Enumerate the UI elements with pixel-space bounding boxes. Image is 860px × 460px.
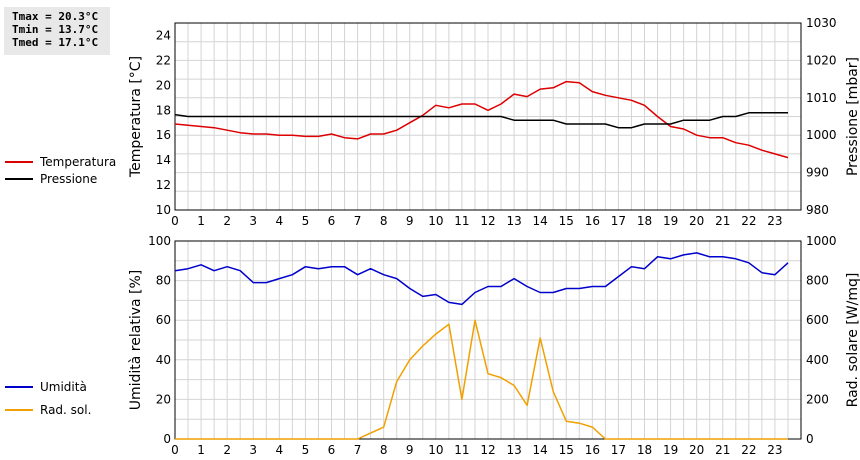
x-tick-label: 19 bbox=[663, 443, 678, 457]
x-tick-label: 14 bbox=[533, 214, 548, 228]
y-left-tick-label: 10 bbox=[156, 203, 171, 217]
y-left-tick-label: 22 bbox=[156, 53, 171, 67]
x-tick-label: 1 bbox=[197, 214, 205, 228]
x-tick-label: 5 bbox=[302, 214, 310, 228]
y-right-axis-label: Pressione [mbar] bbox=[845, 57, 860, 176]
y-left-tick-label: 12 bbox=[156, 178, 171, 192]
x-tick-label: 21 bbox=[715, 214, 730, 228]
y-right-tick-label: 800 bbox=[806, 274, 829, 288]
tmax-label: Tmax = 20.3°C bbox=[12, 10, 99, 23]
y-left-tick-label: 20 bbox=[156, 392, 171, 406]
x-tick-label: 18 bbox=[637, 214, 652, 228]
x-tick-label: 9 bbox=[406, 443, 414, 457]
y-left-tick-label: 100 bbox=[148, 234, 171, 248]
x-tick-label: 0 bbox=[171, 443, 179, 457]
x-tick-label: 20 bbox=[689, 214, 704, 228]
x-tick-label: 1 bbox=[197, 443, 205, 457]
y-left-tick-label: 16 bbox=[156, 128, 171, 142]
x-tick-label: 22 bbox=[741, 214, 756, 228]
y-right-tick-label: 1020 bbox=[806, 53, 837, 67]
x-tick-label: 8 bbox=[380, 214, 388, 228]
x-tick-label: 0 bbox=[171, 214, 179, 228]
legend-humidity-radiation: Umidità Rad. sol. bbox=[5, 380, 91, 417]
y-right-tick-label: 1000 bbox=[806, 234, 837, 248]
plot-frame bbox=[174, 240, 802, 440]
legend-temp-pressure: Temperatura Pressione bbox=[5, 155, 116, 186]
y-right-tick-label: 980 bbox=[806, 203, 829, 217]
y-left-axis-label: Temperatura [°C] bbox=[128, 56, 144, 178]
x-tick-label: 12 bbox=[480, 214, 495, 228]
y-right-tick-label: 1000 bbox=[806, 128, 837, 142]
x-tick-label: 17 bbox=[611, 443, 626, 457]
x-tick-label: 13 bbox=[506, 443, 521, 457]
y-right-tick-label: 400 bbox=[806, 353, 829, 367]
temperature-pressure-chart: 0 1 2 3 4 5 6 7 8 9 10 11 12 13 14 15 16 17 18 19 20 21 22 2310… bbox=[128, 16, 860, 228]
x-tick-label: 15 bbox=[559, 443, 574, 457]
y-left-tick-label: 14 bbox=[156, 153, 171, 167]
y-left-tick-label: 40 bbox=[156, 353, 171, 367]
x-tick-label: 23 bbox=[767, 443, 782, 457]
plot-frame bbox=[174, 22, 802, 211]
x-tick-label: 2 bbox=[223, 443, 231, 457]
y-left-tick-label: 18 bbox=[156, 103, 171, 117]
y-left-tick-label: 60 bbox=[156, 313, 171, 327]
y-right-tick-label: 1010 bbox=[806, 91, 837, 105]
x-tick-label: 16 bbox=[585, 214, 600, 228]
legend-radsol-label: Rad. sol. bbox=[40, 403, 91, 417]
y-left-tick-label: 0 bbox=[163, 432, 171, 446]
x-tick-label: 11 bbox=[454, 214, 469, 228]
x-tick-label: 18 bbox=[637, 443, 652, 457]
x-tick-label: 11 bbox=[454, 443, 469, 457]
x-tick-label: 15 bbox=[559, 214, 574, 228]
stats-box: Tmax = 20.3°C Tmin = 13.7°C Tmed = 17.1°… bbox=[4, 7, 110, 55]
legend-umidita-label: Umidità bbox=[40, 380, 87, 394]
legend-pressione-label: Pressione bbox=[40, 172, 97, 186]
series-line-umidit bbox=[174, 252, 789, 306]
tmed-label: Tmed = 17.1°C bbox=[12, 36, 99, 49]
x-tick-label: 3 bbox=[249, 214, 257, 228]
x-tick-label: 21 bbox=[715, 443, 730, 457]
x-tick-label: 3 bbox=[249, 443, 257, 457]
y-left-tick-label: 80 bbox=[156, 274, 171, 288]
x-tick-label: 17 bbox=[611, 214, 626, 228]
y-right-tick-label: 0 bbox=[806, 432, 814, 446]
y-left-tick-label: 20 bbox=[156, 78, 171, 92]
x-tick-label: 14 bbox=[533, 443, 548, 457]
x-tick-label: 7 bbox=[354, 443, 362, 457]
tmin-label: Tmin = 13.7°C bbox=[12, 23, 99, 36]
x-tick-label: 7 bbox=[354, 214, 362, 228]
x-tick-label: 20 bbox=[689, 443, 704, 457]
humidity-radiation-chart: 0 1 2 3 4 5 6 7 8 9 10 11 12 13 14 15 16 17 18 19 20 21 22 2302… bbox=[128, 234, 860, 457]
x-tick-label: 4 bbox=[276, 214, 284, 228]
x-tick-label: 8 bbox=[380, 443, 388, 457]
y-right-tick-label: 200 bbox=[806, 392, 829, 406]
x-tick-label: 10 bbox=[428, 214, 443, 228]
legend-temperatura-label: Temperatura bbox=[39, 155, 116, 169]
x-tick-label: 9 bbox=[406, 214, 414, 228]
x-tick-label: 23 bbox=[767, 214, 782, 228]
x-tick-label: 12 bbox=[480, 443, 495, 457]
x-tick-label: 19 bbox=[663, 214, 678, 228]
x-tick-label: 16 bbox=[585, 443, 600, 457]
y-right-tick-label: 1030 bbox=[806, 16, 837, 30]
x-tick-label: 13 bbox=[506, 214, 521, 228]
x-tick-label: 10 bbox=[428, 443, 443, 457]
y-right-axis-label: Rad. solare [W/mq] bbox=[845, 273, 860, 408]
y-right-tick-label: 990 bbox=[806, 166, 829, 180]
x-tick-label: 22 bbox=[741, 443, 756, 457]
x-tick-label: 5 bbox=[302, 443, 310, 457]
x-tick-label: 6 bbox=[328, 443, 336, 457]
y-right-tick-label: 600 bbox=[806, 313, 829, 327]
series-line-rad-sol bbox=[175, 319, 788, 440]
series-line-pressione bbox=[174, 112, 788, 129]
x-tick-label: 4 bbox=[276, 443, 284, 457]
y-left-tick-label: 24 bbox=[156, 28, 171, 42]
x-tick-label: 2 bbox=[223, 214, 231, 228]
y-left-axis-label: Umidità relativa [%] bbox=[128, 270, 144, 411]
x-tick-label: 6 bbox=[328, 214, 336, 228]
series-line-temperatura bbox=[174, 80, 789, 159]
